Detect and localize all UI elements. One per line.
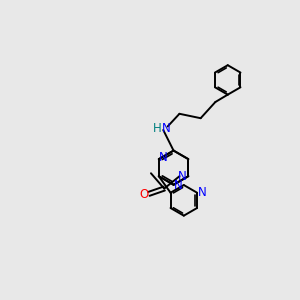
Text: N: N (198, 186, 207, 199)
Text: H: H (152, 122, 161, 135)
Text: N: N (162, 122, 171, 135)
Text: N: N (174, 179, 182, 192)
Text: N: N (178, 170, 186, 183)
Text: O: O (139, 188, 148, 201)
Text: N: N (159, 152, 168, 164)
